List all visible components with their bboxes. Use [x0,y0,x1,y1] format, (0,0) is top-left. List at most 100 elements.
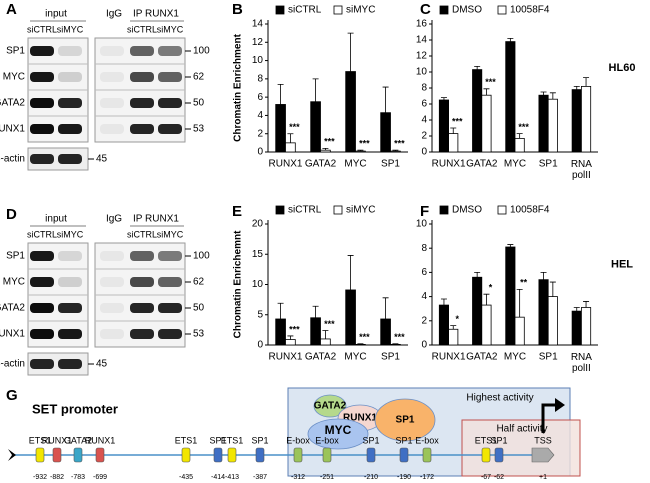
x-tick-label: RUNX1 [269,159,303,170]
binding-site [494,447,504,463]
band [58,72,82,82]
binding-site [213,447,223,463]
y-tick-label: 10 [252,55,264,66]
band [100,124,124,134]
band [158,124,182,134]
legend-label: siCTRL [288,5,322,16]
band [100,303,124,313]
protein-label: SP1 [6,251,25,262]
bar [355,150,366,153]
mw-label: 50 [193,303,205,314]
blot-header: IP RUNX1 [133,9,179,20]
bar [320,338,331,346]
x-tick-label: GATA2 [466,352,498,363]
error-bar [440,298,447,306]
band [58,98,82,108]
site-position: -312 [291,474,305,481]
significance-stars: *** [289,324,300,334]
band [130,72,154,82]
band [158,98,182,108]
binding-site [366,447,376,463]
bar [448,133,459,153]
binding-site [399,447,409,463]
error-bar [357,343,364,345]
legend-swatch [439,205,449,215]
site-label: SP1 [209,435,226,445]
protein-label: RUNX1 [0,124,25,135]
site-label: ETS1 [29,435,52,445]
band [130,303,154,313]
error-bar [287,133,294,143]
significance-stars: * [489,283,493,293]
lane-label: siCTRL [27,24,57,34]
error-bar [549,92,556,100]
binding-site [227,447,237,463]
bar [438,304,449,346]
band [158,277,182,287]
site-position: -414 [211,474,225,481]
site-label: ETS1 [221,435,244,445]
band [30,46,54,56]
error-bar [573,307,580,312]
box-label: Half activity [496,424,547,435]
band [100,277,124,287]
error-bar [347,32,354,72]
blot-header: IgG [106,9,122,20]
band [58,359,82,369]
error-bar [382,86,389,113]
significance-stars: ** [520,278,528,288]
error-bar [392,343,399,345]
y-tick-label: 0 [257,340,263,351]
bar [472,69,483,153]
y-tick-label: 20 [252,219,264,230]
mw-label: 45 [96,359,108,370]
x-tick-label: RNA polII [571,352,592,374]
error-bar [583,77,590,87]
band [58,277,82,287]
site-label: SP1 [251,435,268,445]
mw-label: 62 [193,277,205,288]
error-bar [450,127,457,134]
site-label: ETS1 [475,435,498,445]
site-position: -413 [225,474,239,481]
error-bar [474,272,481,278]
error-bar [549,281,556,297]
error-bar [450,325,457,330]
site-position: -435 [179,474,193,481]
bar [320,149,331,153]
y-tick-label: 12 [252,37,264,48]
bar [285,142,296,153]
significance-stars: *** [452,116,463,126]
bar [571,89,582,153]
legend-label: 10058F4 [510,205,550,216]
error-bar [583,301,590,308]
significance-stars: *** [394,332,405,342]
y-tick-label: 6 [421,267,427,278]
bar [505,41,516,153]
x-tick-label: SP1 [381,159,400,170]
y-tick-label: 5 [257,309,263,320]
y-axis-label: Chromatin Enrichemnt [233,230,244,338]
legend-label: siMYC [346,205,375,216]
error-bar [357,149,364,152]
error-bar [516,288,523,318]
bar [481,94,492,153]
blot-header: IgG [106,214,122,225]
legend-swatch [497,205,507,215]
y-tick-label: 12 [416,51,428,62]
y-tick-label: 0 [257,147,263,158]
tss-label: TSS [534,435,552,445]
bar [481,304,492,346]
bar [505,246,516,346]
panel-letter: D [6,206,17,223]
band [58,124,82,134]
binding-site [481,447,491,463]
band [58,329,82,339]
complex-label: RUNX1 [343,413,377,424]
y-tick-label: 2 [257,128,263,139]
y-tick-label: 2 [421,131,427,142]
y-tick-label: 8 [421,83,427,94]
error-bar [287,335,294,340]
bar [581,307,592,346]
